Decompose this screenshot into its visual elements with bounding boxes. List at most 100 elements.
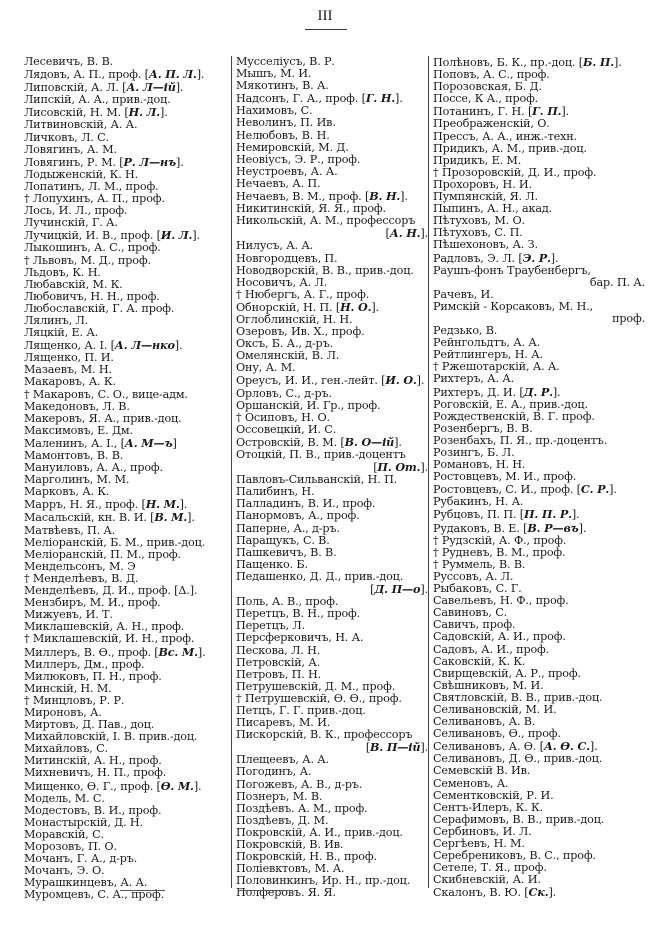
- entry-punctuation: ].: [609, 483, 617, 497]
- entry-name: Оссовецкій, И. С.: [236, 422, 337, 436]
- index-entry: † Петрушевскій, Ѳ. Ѳ., проф.: [236, 691, 428, 705]
- index-entry: Свирщевскій, А. Р., проф.: [433, 667, 645, 680]
- entry-name: Омелянскій, В. Л.: [236, 349, 340, 363]
- index-entry: † Прозоровскій, Д. И., проф.: [433, 166, 645, 179]
- entry-name: Плещеевъ, А. А.: [236, 753, 330, 767]
- entry-name: Савичъ, проф.: [433, 618, 516, 632]
- index-entry: Пѣтуховъ, С. П.: [433, 227, 645, 239]
- entry-name: Митинскій, А. Н., проф.: [24, 754, 162, 768]
- index-entry: Садовъ, А. И., проф.: [433, 642, 645, 656]
- entry-name: Макаровъ, А. К.: [24, 375, 116, 389]
- entry-name: Садовскій, А. И., проф.: [433, 630, 566, 644]
- index-entry: Матвѣевъ, П. А.: [24, 524, 224, 537]
- entry-name: Познеръ, М. В.: [236, 789, 323, 803]
- entry-name: Нилусъ, А. А.: [236, 239, 314, 253]
- index-entry: Ляцкій, Е. А.: [24, 327, 224, 339]
- entry-name: Обнорскій, Н. П. [: [236, 300, 341, 314]
- index-entry: Миллеръ, В. Ѳ., проф. [Вс. М.].: [24, 645, 224, 659]
- entry-name: Максимовъ, Е. Дм.: [24, 423, 133, 437]
- index-entry: † Рудзскій, А. Ф., проф.: [433, 534, 645, 547]
- entry-punctuation: ].: [578, 521, 587, 535]
- entry-name: Рихтеръ, А. А.: [433, 372, 515, 386]
- entry-continuation: [А. Н.].: [236, 227, 429, 240]
- entry-name: Ону, А. М.: [236, 361, 296, 375]
- index-entry: Редзько, В.: [433, 325, 645, 337]
- entry-name: Менделѣевъ, Д. И., проф. [Δ.].: [24, 584, 198, 598]
- entry-pseudonym: Д. Р.: [523, 384, 553, 399]
- entry-pseudonym: В. О—ій: [344, 434, 395, 449]
- index-entry: Придикъ, А. М., прив.-доц.: [433, 142, 645, 155]
- index-entry: Петцъ, Г. Г. прив.-доц.: [236, 704, 428, 717]
- entry-name: Савельевъ, Н. Ф., проф.: [433, 594, 569, 608]
- index-entry: Пашкевичъ, В. В.: [236, 546, 428, 559]
- entry-pseudonym: Н. М.: [145, 497, 180, 512]
- entry-name: Рачевъ, И.: [433, 287, 494, 301]
- entry-name: Палибинъ, Н.: [236, 485, 315, 499]
- entry-punctuation: ].: [400, 190, 408, 204]
- entry-name: Павловъ-Сильванскій, Н. П.: [236, 473, 398, 487]
- index-entry: Рыбаковъ, С. Г.: [433, 582, 645, 595]
- entry-name: Римскій - Корсаковъ, М. Н.,: [433, 299, 594, 313]
- index-entry: Педашенко, Д. Д., прив.-доц.: [236, 570, 428, 583]
- entry-name: Селивановъ, Ѳ., проф.: [433, 727, 561, 741]
- entry-punctuation: ].: [175, 81, 184, 95]
- index-entry: Пескова, Л. Н.: [236, 643, 428, 657]
- entry-name: Ростовцевъ, С. И., проф. [: [433, 483, 581, 497]
- entry-name: Садовъ, А. И., проф.: [433, 642, 550, 656]
- index-entry: Поліевктовъ, М. А.: [236, 863, 428, 875]
- index-entry: Менделѣевъ, Д. И., проф. [Δ.].: [24, 584, 224, 598]
- entry-name: Миллеръ, В. Ѳ., проф. [: [24, 645, 159, 659]
- index-entry: † Миклашевскій, И. Н., проф.: [24, 633, 224, 645]
- entry-name: Свѣшниковъ, М. И.: [433, 678, 544, 692]
- entry-name: Лядовъ, А. П., проф. [: [24, 68, 149, 82]
- index-entry: Озеровъ, Ив. Х., проф.: [236, 326, 428, 338]
- entry-name: Пыпинъ, А. Н., акад.: [433, 202, 553, 216]
- index-entry: Покровскій, В. Ив.: [236, 838, 428, 851]
- entry-name: Нахимовъ, С.: [236, 104, 313, 118]
- entry-name: Мякотинъ, В. А.: [236, 79, 329, 93]
- index-entry: Лучицкій, И. В., проф. [И. Л.].: [24, 229, 224, 242]
- index-entry: Льдовъ, К. Н.: [24, 266, 224, 279]
- entry-name: Розенбахъ, П. Я., пр.-доцентъ.: [433, 433, 608, 447]
- index-entry: Савельевъ, Н. Ф., проф.: [433, 595, 645, 607]
- index-entry: Моравскій, С.: [24, 827, 224, 841]
- entry-name: Саковскій, К. К.: [433, 654, 526, 668]
- column-2-end-rule: [238, 890, 288, 891]
- index-entry: Пащенко. Б.: [236, 558, 428, 571]
- entry-punctuation: ].: [420, 461, 428, 475]
- index-entry: Петрушевскій, Д. М., проф.: [236, 680, 428, 693]
- index-entry: Мурашкинцевъ, А. А.: [24, 877, 224, 889]
- entry-punctuation: ].: [548, 886, 557, 900]
- entry-punctuation: ]: [172, 436, 177, 450]
- entry-punctuation: ].: [552, 385, 561, 399]
- entry-name: Погодинъ, А.: [236, 765, 312, 779]
- entry-name: Сетеле, Т. Я., проф.: [433, 861, 547, 875]
- entry-name: Носовичъ, А. Л.: [236, 275, 328, 289]
- entry-name: Лисовскій, Н. М. [: [24, 106, 129, 120]
- index-entry: Сементковскій, Р. И.: [433, 788, 645, 802]
- entry-name: Роговскій, Е. А., прив.-доц.: [433, 397, 588, 411]
- entry-name: † Петрушевскій, Ѳ. Ѳ., проф.: [236, 691, 402, 705]
- entry-name: Поздѣевъ, Д. М.: [236, 813, 329, 827]
- index-entry: Неволинъ, П. Ив.: [236, 117, 428, 129]
- index-entry: Саковскій, К. К.: [433, 654, 645, 668]
- index-entry: Неустроевъ, А. А.: [236, 165, 428, 178]
- entry-name: Лодыженскій, К. Н.: [24, 167, 139, 181]
- index-entry: Модель, М. С.: [24, 792, 224, 805]
- entry-name: Селивановъ, Д. Ѳ., прив.-доц.: [433, 752, 603, 766]
- index-entry: Монастырскій, Д. Н.: [24, 816, 224, 829]
- index-entry: Перетцъ, В. Н., проф.: [236, 608, 428, 620]
- entry-name: Сементковскій, Р. И.: [433, 788, 554, 802]
- entry-punctuation: ].: [174, 339, 183, 353]
- entry-name: Пескова, Л. Н.: [236, 643, 321, 657]
- entry-punctuation: ].: [420, 741, 428, 755]
- index-entry: Нелюбовъ, В. Н.: [236, 129, 428, 142]
- index-entry: Сергѣевъ, Н. М.: [433, 837, 645, 850]
- index-entry: Римскій - Корсаковъ, М. Н.,: [433, 299, 645, 313]
- entry-name: Мищенко, Ѳ. Г., проф. [: [24, 779, 161, 793]
- entry-name: Неовіусъ, Э. Р., проф.: [236, 152, 361, 166]
- entry-name: Моравскій, С.: [24, 827, 104, 841]
- entry-name: Немировскій, М. Д.: [236, 140, 349, 154]
- entry-punctuation: ].: [550, 251, 559, 265]
- index-entry: Никольскій, А. М., профессоръ: [236, 215, 428, 227]
